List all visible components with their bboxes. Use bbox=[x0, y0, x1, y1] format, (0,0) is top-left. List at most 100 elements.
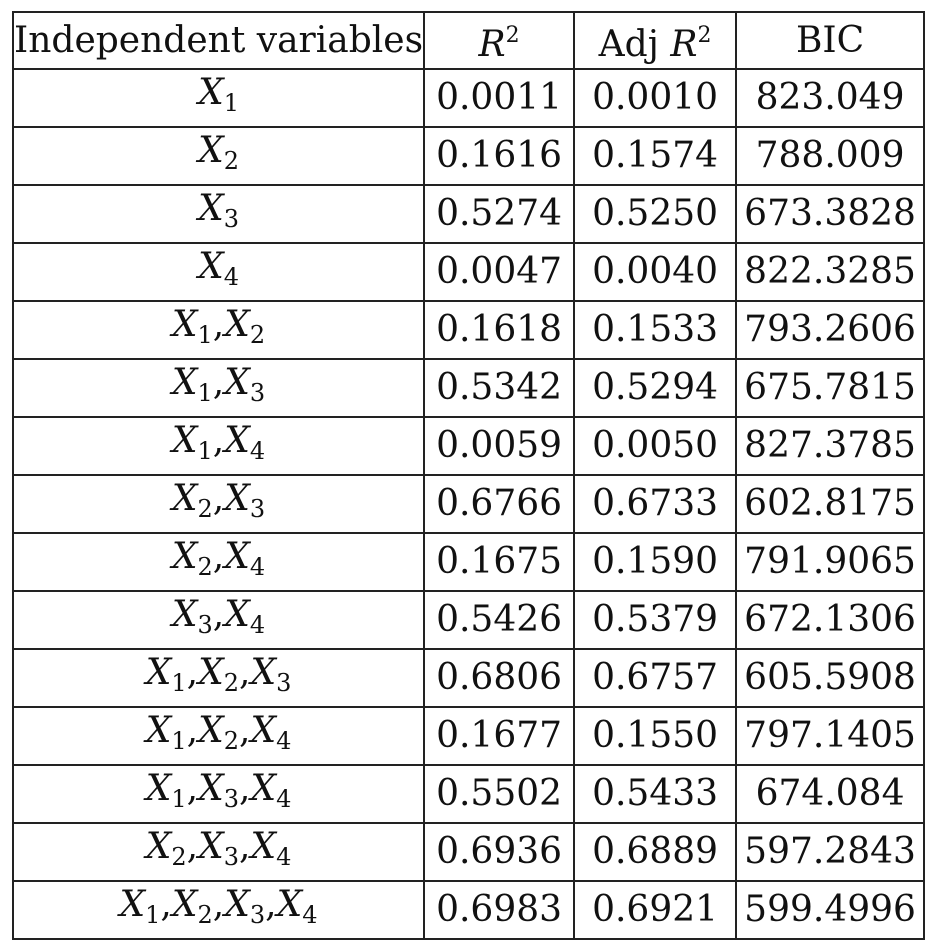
variable-symbol: X bbox=[224, 362, 250, 403]
variable-symbol: X bbox=[171, 884, 198, 925]
variable-symbol: X bbox=[224, 536, 250, 577]
variable-subscript: 1 bbox=[171, 727, 187, 755]
variable-separator: , bbox=[265, 884, 277, 925]
header-adj-r-squared: Adj R2 bbox=[573, 11, 738, 70]
variable-symbol: X bbox=[171, 478, 198, 519]
variable-subscript: 2 bbox=[223, 669, 239, 697]
variable-separator: , bbox=[238, 710, 251, 751]
table-row: X2,X4 0.1675 0.1590 791.9065 bbox=[11, 532, 926, 592]
variable-subscript: 4 bbox=[223, 263, 239, 291]
variable-subscript: 4 bbox=[249, 553, 266, 581]
cell-bic: 673.3828 bbox=[735, 184, 926, 244]
header-independent-variables-label: Independent variables bbox=[14, 19, 424, 61]
variable-separator: , bbox=[212, 884, 225, 925]
variable-separator: , bbox=[186, 652, 199, 693]
cell-bic: 599.4996 bbox=[735, 880, 926, 940]
header-r-squared-symbol: R bbox=[478, 24, 506, 65]
variable-separator: , bbox=[212, 594, 225, 635]
variable-separator: , bbox=[238, 826, 251, 867]
variable-symbol: X bbox=[171, 362, 198, 403]
table-header-row: Independent variables R2 Adj R2 BIC bbox=[11, 11, 926, 70]
variable-symbol: X bbox=[198, 188, 224, 229]
table-row: X1,X4 0.0059 0.0050 827.3785 bbox=[11, 416, 926, 476]
cell-adj-r-squared: 0.1533 bbox=[573, 300, 738, 360]
variable-separator: , bbox=[212, 478, 225, 519]
variable-subscript: 2 bbox=[171, 843, 187, 871]
variable-symbol: X bbox=[198, 768, 224, 809]
cell-independent-variables: X3 bbox=[11, 184, 426, 244]
variable-symbol: X bbox=[198, 652, 224, 693]
cell-bic: 827.3785 bbox=[735, 416, 926, 476]
table-row: X2 0.1616 0.1574 788.009 bbox=[11, 126, 926, 186]
variable-subscript: 2 bbox=[223, 727, 239, 755]
variable-subscript: 2 bbox=[249, 321, 266, 349]
table-row: X2,X3,X4 0.6936 0.6889 597.2843 bbox=[11, 822, 926, 882]
table-row: X1 0.0011 0.0010 823.049 bbox=[11, 68, 926, 128]
cell-adj-r-squared: 0.6733 bbox=[573, 474, 738, 534]
header-adj-prefix: Adj bbox=[598, 24, 671, 65]
cell-independent-variables: X2,X3,X4 bbox=[11, 822, 426, 882]
table-row: X1,X2,X3 0.6806 0.6757 605.5908 bbox=[11, 648, 926, 708]
table-row: X3 0.5274 0.5250 673.3828 bbox=[11, 184, 926, 244]
variable-subscript: 1 bbox=[197, 321, 213, 349]
cell-bic: 788.009 bbox=[735, 126, 926, 186]
variable-symbol: X bbox=[250, 768, 277, 809]
table-row: X1,X2,X3,X4 0.6983 0.6921 599.4996 bbox=[11, 880, 926, 940]
variable-subscript: 3 bbox=[223, 205, 239, 233]
variable-subscript: 4 bbox=[276, 843, 292, 871]
variable-symbol: X bbox=[171, 420, 198, 461]
variable-separator: , bbox=[186, 710, 199, 751]
cell-r-squared: 0.1616 bbox=[423, 126, 576, 186]
cell-adj-r-squared: 0.0010 bbox=[573, 68, 738, 128]
cell-adj-r-squared: 0.1574 bbox=[573, 126, 738, 186]
variable-symbol: X bbox=[224, 420, 250, 461]
cell-independent-variables: X1,X3,X4 bbox=[11, 764, 426, 824]
header-adj-r-exponent: 2 bbox=[697, 23, 712, 48]
variable-subscript: 4 bbox=[276, 727, 292, 755]
variable-separator: , bbox=[212, 362, 225, 403]
variable-subscript: 3 bbox=[197, 611, 213, 639]
variable-separator: , bbox=[212, 420, 225, 461]
cell-adj-r-squared: 0.5294 bbox=[573, 358, 738, 418]
variable-symbol: X bbox=[119, 884, 146, 925]
table-row: X4 0.0047 0.0040 822.3285 bbox=[11, 242, 926, 302]
cell-adj-r-squared: 0.1590 bbox=[573, 532, 738, 592]
variable-subscript: 3 bbox=[249, 379, 266, 407]
header-bic: BIC bbox=[735, 11, 926, 70]
variable-subscript: 1 bbox=[171, 785, 187, 813]
cell-r-squared: 0.1675 bbox=[423, 532, 576, 592]
cell-bic: 597.2843 bbox=[735, 822, 926, 882]
cell-adj-r-squared: 0.6757 bbox=[573, 648, 738, 708]
variable-symbol: X bbox=[250, 710, 277, 751]
variable-symbol: X bbox=[145, 710, 172, 751]
cell-independent-variables: X1,X2 bbox=[11, 300, 426, 360]
cell-independent-variables: X1,X3 bbox=[11, 358, 426, 418]
cell-independent-variables: X2 bbox=[11, 126, 426, 186]
header-r-squared-exponent: 2 bbox=[505, 23, 520, 48]
variable-symbol: X bbox=[224, 478, 250, 519]
cell-adj-r-squared: 0.1550 bbox=[573, 706, 738, 766]
table-row: X1,X3 0.5342 0.5294 675.7815 bbox=[11, 358, 926, 418]
cell-adj-r-squared: 0.0040 bbox=[573, 242, 738, 302]
table-body: X1 0.0011 0.0010 823.049 X2 0.1616 0.1574 788.0… bbox=[11, 68, 926, 940]
regression-table-container: Independent variables R2 Adj R2 BIC X1 0.… bbox=[11, 11, 926, 940]
cell-r-squared: 0.1618 bbox=[423, 300, 576, 360]
variable-subscript: 4 bbox=[249, 611, 266, 639]
variable-separator: , bbox=[238, 768, 251, 809]
cell-independent-variables: X1,X4 bbox=[11, 416, 426, 476]
cell-adj-r-squared: 0.6921 bbox=[573, 880, 738, 940]
cell-bic: 672.1306 bbox=[735, 590, 926, 650]
cell-independent-variables: X1 bbox=[11, 68, 426, 128]
variable-subscript: 2 bbox=[197, 553, 213, 581]
cell-independent-variables: X2,X4 bbox=[11, 532, 426, 592]
cell-independent-variables: X1,X2,X4 bbox=[11, 706, 426, 766]
variable-subscript: 3 bbox=[223, 843, 239, 871]
variable-subscript: 1 bbox=[223, 89, 239, 117]
cell-r-squared: 0.5274 bbox=[423, 184, 576, 244]
cell-adj-r-squared: 0.5250 bbox=[573, 184, 738, 244]
variable-symbol: X bbox=[171, 536, 198, 577]
header-independent-variables: Independent variables bbox=[11, 11, 426, 70]
variable-subscript: 1 bbox=[197, 437, 213, 465]
variable-symbol: X bbox=[224, 884, 250, 925]
variable-symbol: X bbox=[224, 594, 250, 635]
